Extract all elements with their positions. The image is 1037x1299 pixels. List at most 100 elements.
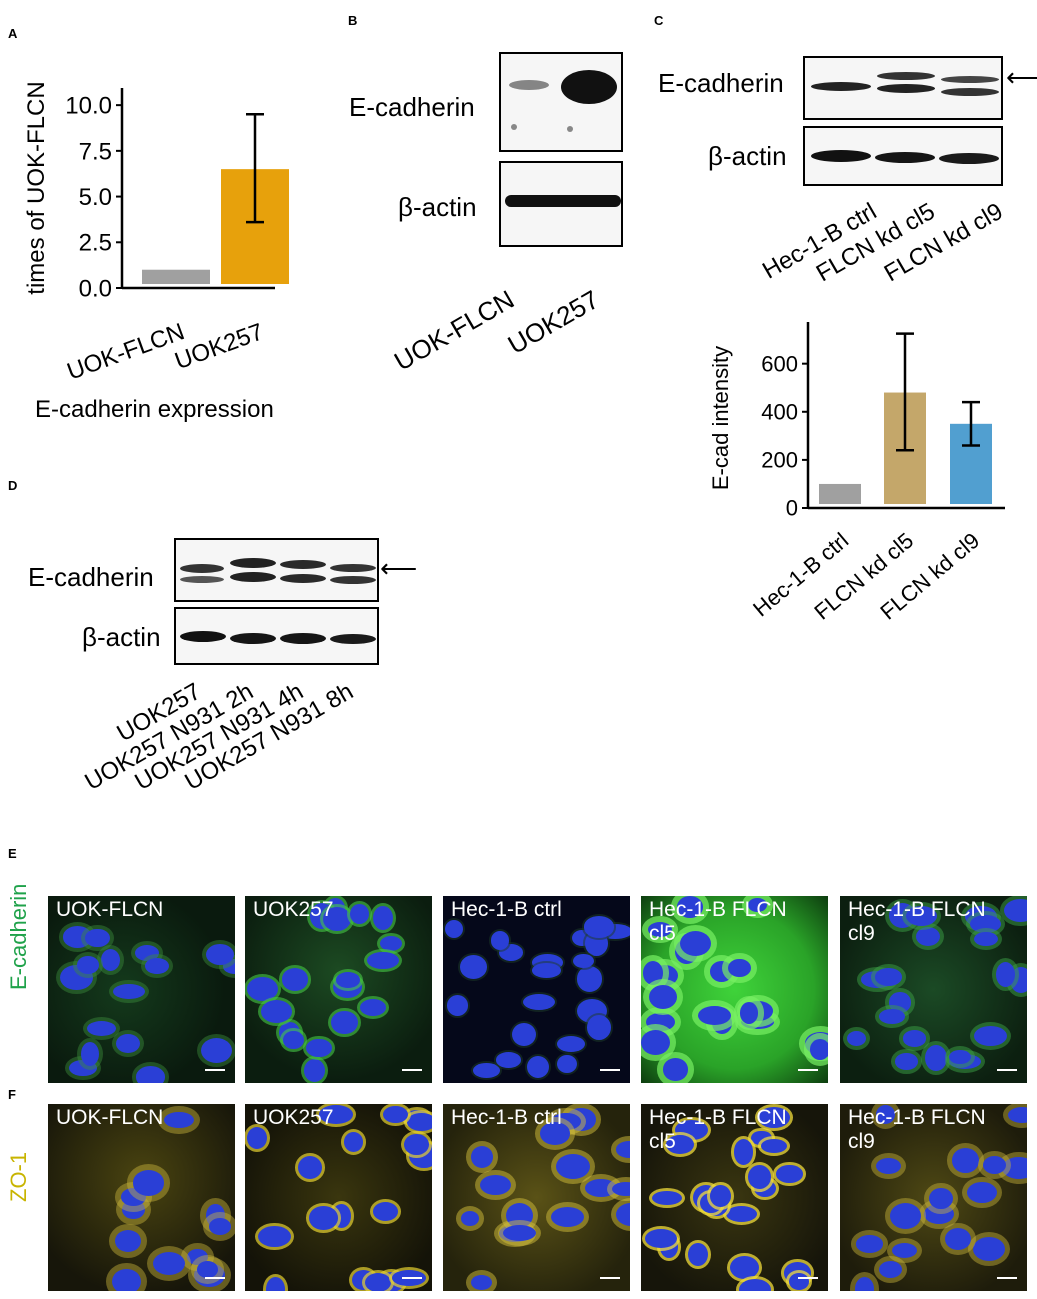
blot-b-lane-2: UOK257 [502,284,605,360]
y-axis-label: E-cad intensity [708,346,733,490]
nucleus [496,1052,521,1068]
nucleus [319,1105,353,1124]
nucleus [739,1002,759,1024]
nucleus [503,1225,537,1242]
bar [142,269,210,284]
nucleus [889,1203,922,1230]
panel-letter-a: A [8,26,18,41]
bar [819,483,861,504]
nucleus [642,961,664,986]
nucleus [587,1015,612,1041]
y-tick-label: 0 [786,496,798,521]
nucleus [246,977,278,1001]
blot-b-ecadherin [499,52,623,152]
nucleus [81,1041,100,1067]
panel-letter-c: C [654,13,664,28]
blot-d-actin [174,607,379,665]
micrograph-f-3: Hec-1-B ctrl [443,1104,630,1291]
blot-c-actin [803,126,1003,186]
nucleus [116,1033,141,1054]
nucleus [748,897,767,912]
micrograph-f-1: UOK-FLCN [48,1104,235,1291]
nucleus [446,995,469,1017]
nucleus [666,1135,695,1155]
nucleus [641,1029,671,1056]
nucleus [152,1252,185,1276]
nucleus [1004,899,1027,923]
blot-c-ecad-label: E-cadherin [658,68,784,98]
micrograph-e-3: Hec-1-B ctrl [443,896,630,1083]
nucleus [616,1202,630,1227]
nucleus [982,1156,1006,1175]
nucleus [201,1037,233,1063]
nucleus [499,944,524,961]
nucleus [490,930,510,950]
nucleus [136,1066,166,1083]
nucleus [365,1273,392,1291]
nucleus [969,914,1001,933]
y-tick-label: 400 [761,399,798,424]
nucleus [550,1207,585,1228]
nucleus [335,971,361,988]
nucleus [112,983,146,1000]
stain-label-f: ZO-1 [6,1151,31,1202]
nucleus [776,1165,803,1183]
micrograph-e-5: Hec-1-B FLCN cl9 [840,896,1027,1083]
nucleus [727,958,751,978]
nucleus [261,1000,293,1023]
micrograph-label: Hec-1-B ctrl [451,1106,562,1129]
nucleus [100,948,121,972]
y-tick-label: 10.0 [65,93,112,120]
blot-d-ecadherin [174,538,379,602]
scale-bar [600,1069,620,1071]
nucleus [729,1255,759,1279]
micrograph-label: Hec-1-B ctrl [451,898,562,921]
nucleus [511,1023,536,1046]
nucleus [196,1261,218,1278]
nucleus [892,1242,918,1258]
nucleus [652,1191,683,1206]
panel-letter-f: F [8,1087,16,1102]
nucleus [306,1038,332,1058]
nucleus [86,1021,116,1037]
arrow-c-icon: ⟵ [1006,62,1037,92]
blot-d-actin-label: β-actin [82,622,161,652]
nucleus [76,956,100,974]
nucleus [258,1225,291,1247]
scale-bar [402,1069,422,1071]
micrograph-label: UOK257 [253,1106,334,1129]
nucleus [164,1112,194,1129]
nucleus [710,1184,731,1207]
nucleus [646,1012,675,1032]
nucleus [663,1058,688,1081]
nucleus [875,1105,895,1125]
nucleus [645,1229,677,1249]
nucleus [583,916,615,938]
scale-bar [798,1277,818,1279]
nucleus [677,896,704,918]
micrograph-label: UOK-FLCN [56,898,164,921]
nucleus [648,984,678,1010]
y-axis-label: times of UOK-FLCN [23,81,50,294]
micrograph-f-4: Hec-1-B FLCN cl5 [641,1104,828,1291]
nucleus [854,1277,874,1291]
scale-bar [997,1277,1017,1279]
nucleus [739,1278,772,1291]
nucleus [379,935,402,951]
nucleus [612,1181,630,1196]
nucleus [710,960,734,982]
micrograph-label: Hec-1-B FLCN cl5 [649,898,787,945]
nucleus [360,998,387,1016]
nucleus [480,1174,511,1195]
nucleus [944,1227,972,1251]
micrograph-label: UOK-FLCN [56,1106,164,1129]
y-tick-label: 0.0 [79,275,112,302]
nucleus [367,951,399,970]
nucleus [895,1053,918,1070]
nucleus [460,1210,480,1227]
nucleus [63,926,93,948]
nucleus [531,962,562,978]
nucleus [444,919,464,939]
nucleus [725,1206,758,1223]
